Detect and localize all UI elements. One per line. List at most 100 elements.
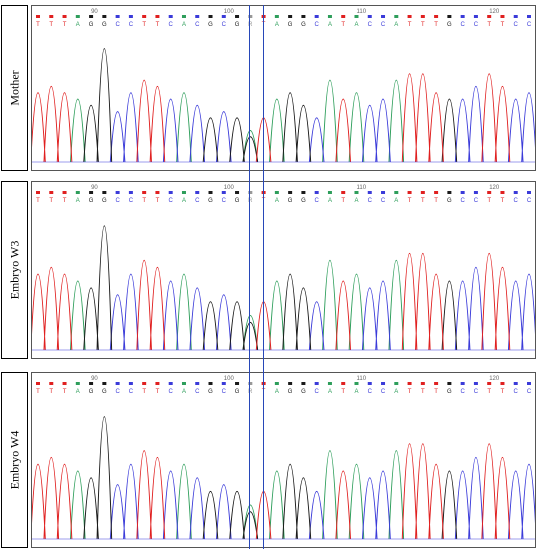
base-call: G bbox=[288, 198, 293, 204]
base-call: G bbox=[301, 22, 306, 28]
trace-A-channel bbox=[70, 259, 405, 351]
base-call: C bbox=[527, 389, 532, 395]
base-call: C bbox=[381, 389, 386, 395]
base-quality-tick bbox=[487, 15, 492, 18]
base-quality-tick bbox=[394, 382, 399, 385]
base-quality-tick bbox=[75, 15, 80, 18]
base-call: T bbox=[421, 22, 425, 28]
base-quality-tick bbox=[142, 191, 147, 194]
base-call: T bbox=[487, 389, 491, 395]
base-call: G bbox=[89, 22, 94, 28]
base-call: G bbox=[447, 22, 452, 28]
chromatogram-svg: 90 100 110 120 T T T A G G C C T T C A C G C G R T A G G C A T A C C A T… bbox=[32, 376, 535, 540]
base-call: T bbox=[341, 198, 345, 204]
base-quality-tick bbox=[208, 382, 213, 385]
base-call: C bbox=[474, 389, 479, 395]
base-call: C bbox=[115, 389, 120, 395]
base-quality-tick bbox=[248, 15, 253, 18]
base-quality-tick bbox=[513, 382, 518, 385]
base-call: C bbox=[129, 22, 134, 28]
base-quality-tick bbox=[407, 191, 412, 194]
base-call: G bbox=[102, 198, 107, 204]
trace-A-channel bbox=[70, 450, 405, 540]
base-quality-tick bbox=[301, 191, 306, 194]
trace-A-channel bbox=[70, 79, 405, 163]
base-quality-tick bbox=[102, 382, 107, 385]
base-quality-tick bbox=[248, 382, 253, 385]
base-quality-tick bbox=[155, 382, 160, 385]
base-quality-tick bbox=[261, 15, 266, 18]
base-call: C bbox=[460, 22, 465, 28]
base-call: G bbox=[208, 389, 213, 395]
trace-C-channel bbox=[109, 457, 535, 540]
trace-T-channel bbox=[32, 73, 511, 163]
base-call: A bbox=[275, 389, 279, 395]
base-call: T bbox=[49, 198, 53, 204]
base-call: A bbox=[394, 22, 398, 28]
base-call: T bbox=[434, 198, 438, 204]
base-quality-tick bbox=[288, 15, 293, 18]
base-quality-tick bbox=[460, 15, 465, 18]
base-call: G bbox=[447, 198, 452, 204]
base-quality-tick bbox=[36, 191, 40, 194]
base-call: T bbox=[408, 389, 412, 395]
base-call: R bbox=[248, 389, 253, 395]
base-quality-tick bbox=[102, 15, 107, 18]
base-quality-tick bbox=[341, 191, 346, 194]
base-quality-tick bbox=[168, 382, 173, 385]
sample-label-box: Embryo W4 bbox=[1, 372, 28, 548]
base-quality-tick bbox=[407, 382, 412, 385]
sample-label: Embryo W4 bbox=[7, 430, 21, 490]
base-quality-tick bbox=[381, 15, 386, 18]
base-quality-tick bbox=[89, 15, 94, 18]
base-quality-tick bbox=[314, 382, 319, 385]
base-call: A bbox=[275, 22, 279, 28]
base-quality-tick bbox=[354, 15, 359, 18]
base-quality-tick bbox=[367, 191, 372, 194]
chromatogram-mother: 90 100 110 120 T T T A G G C C T T C A C G C G R T A G G C A T A C C A T… bbox=[31, 5, 536, 171]
base-call: A bbox=[182, 22, 186, 28]
base-call: G bbox=[89, 198, 94, 204]
base-quality-tick bbox=[49, 382, 54, 385]
base-call: G bbox=[288, 22, 293, 28]
base-call: A bbox=[328, 22, 332, 28]
chromatogram-embryo-w3: 90 100 110 120 T T T A G G C C T T C A C G C G R T A G G C A T A C C A T… bbox=[31, 181, 536, 359]
base-call: C bbox=[115, 22, 120, 28]
base-quality-tick bbox=[89, 382, 94, 385]
base-call: G bbox=[235, 198, 240, 204]
base-call: G bbox=[447, 389, 452, 395]
chromatogram-svg: 90 100 110 120 T T T A G G C C T T C A C G C G R T A G G C A T A C C A T… bbox=[32, 9, 535, 163]
trace-G-channel bbox=[83, 48, 458, 163]
position-label: 120 bbox=[489, 9, 500, 15]
base-quality-tick bbox=[527, 191, 531, 194]
base-call: C bbox=[222, 22, 227, 28]
base-call: C bbox=[474, 198, 479, 204]
base-quality-tick bbox=[500, 382, 505, 385]
base-call: T bbox=[36, 198, 40, 204]
base-quality-tick bbox=[62, 15, 67, 18]
base-call: A bbox=[394, 198, 398, 204]
base-call: T bbox=[262, 22, 266, 28]
base-quality-tick bbox=[341, 382, 346, 385]
base-quality-tick bbox=[36, 15, 40, 18]
base-quality-tick bbox=[181, 382, 186, 385]
base-call: C bbox=[381, 198, 386, 204]
base-call: C bbox=[474, 22, 479, 28]
base-quality-tick bbox=[75, 191, 80, 194]
base-call: T bbox=[421, 389, 425, 395]
base-quality-tick bbox=[354, 382, 359, 385]
base-quality-tick bbox=[434, 191, 439, 194]
base-quality-tick bbox=[341, 15, 346, 18]
position-label: 100 bbox=[224, 376, 235, 382]
base-call: C bbox=[368, 22, 373, 28]
base-quality-tick bbox=[235, 191, 240, 194]
base-quality-tick bbox=[155, 191, 160, 194]
base-quality-tick bbox=[62, 382, 67, 385]
base-call: T bbox=[63, 22, 67, 28]
base-call: R bbox=[248, 198, 253, 204]
base-call: C bbox=[169, 198, 174, 204]
trace-G-channel bbox=[83, 416, 458, 540]
position-label: 120 bbox=[489, 376, 500, 382]
base-quality-tick bbox=[181, 15, 186, 18]
base-quality-tick bbox=[115, 191, 120, 194]
